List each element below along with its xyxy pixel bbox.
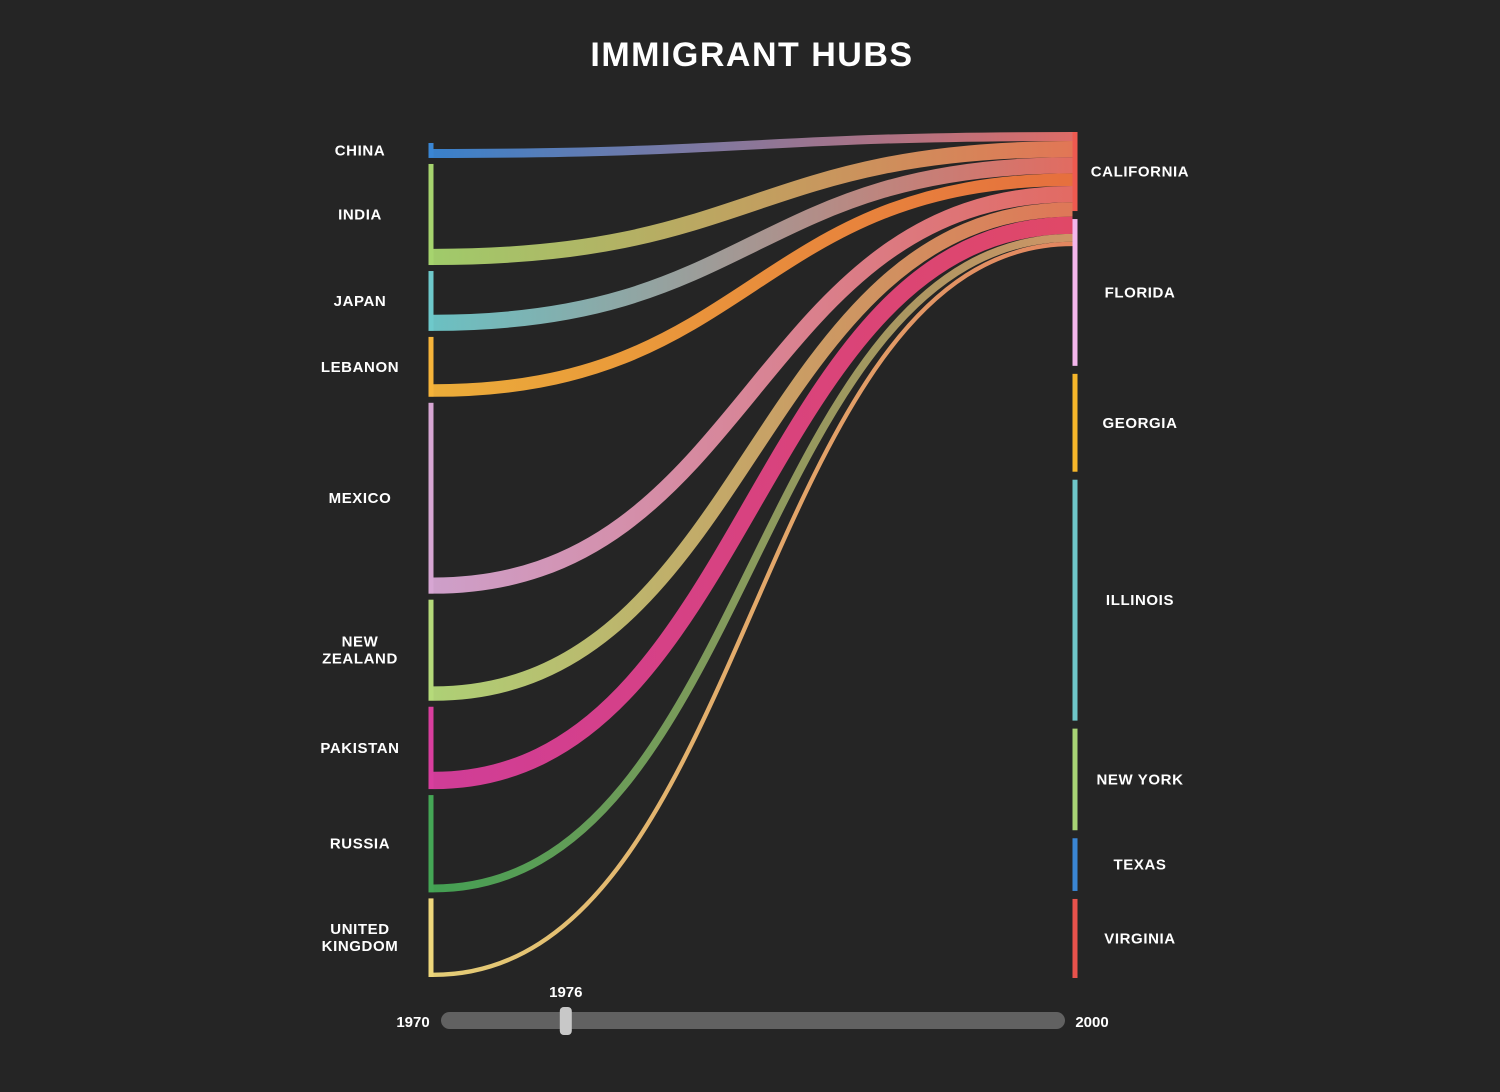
source-node-label-line: RUSSIA <box>330 836 390 853</box>
target-node-label-line: VIRGINIA <box>1104 930 1175 947</box>
target-node-label-new-york: NEW YORK <box>1096 771 1183 788</box>
flow-japan-to-california[interactable] <box>433 157 1073 331</box>
selected-year-label: 1976 <box>549 984 582 1001</box>
slider-handle[interactable] <box>559 1007 572 1035</box>
flows-layer <box>433 132 1073 977</box>
target-node-bar-illinois[interactable] <box>1072 479 1078 721</box>
flow-india-to-california[interactable] <box>433 141 1073 266</box>
flow-pakistan-to-california[interactable] <box>433 216 1073 790</box>
source-node-label-line: INDIA <box>338 207 382 224</box>
source-node-bar-russia[interactable] <box>428 795 434 893</box>
source-node-label-mexico: MEXICO <box>329 490 392 507</box>
target-node-label-illinois: ILLINOIS <box>1106 592 1174 609</box>
source-node-label-line: JAPAN <box>334 293 387 310</box>
source-node-label-lebanon: LEBANON <box>321 359 399 376</box>
source-node-label-india: INDIA <box>338 207 382 224</box>
source-node-label-new-zealand: NEW ZEALAND <box>322 634 398 668</box>
source-node-label-line: NEW <box>342 634 379 651</box>
source-nodes: CHINA INDIA JAPAN LEBANON MEXICO NEW ZEALAND PA… <box>320 142 434 977</box>
source-node-label-china: CHINA <box>335 142 386 159</box>
target-node-label-florida: FLORIDA <box>1105 284 1176 301</box>
chart-title: IMMIGRANT HUBS <box>590 36 913 74</box>
target-node-label-line: ILLINOIS <box>1106 592 1174 609</box>
target-node-label-line: NEW YORK <box>1096 771 1183 788</box>
target-node-bar-new-york[interactable] <box>1072 728 1078 831</box>
year-end-label: 2000 <box>1075 1014 1108 1031</box>
target-node-label-line: CALIFORNIA <box>1091 164 1190 181</box>
flow-russia-to-california[interactable] <box>433 233 1073 893</box>
source-node-label-line: LEBANON <box>321 359 399 376</box>
year-start-label: 1970 <box>396 1014 429 1031</box>
source-node-label-line: PAKISTAN <box>320 740 399 757</box>
source-node-bar-india[interactable] <box>428 163 434 266</box>
target-node-label-line: GEORGIA <box>1102 415 1177 432</box>
source-node-label-russia: RUSSIA <box>330 836 390 853</box>
source-node-bar-china[interactable] <box>428 143 434 158</box>
target-node-label-california: CALIFORNIA <box>1091 164 1190 181</box>
target-nodes: CALIFORNIA FLORIDA GEORGIA ILLINOIS NEW YORK… <box>1072 132 1190 978</box>
target-node-bar-california[interactable] <box>1072 132 1078 212</box>
source-node-label-japan: JAPAN <box>334 293 387 310</box>
source-node-label-united-kingdom: UNITED KINGDOM <box>322 921 399 955</box>
flow-lebanon-to-california[interactable] <box>433 173 1073 397</box>
target-node-label-virginia: VIRGINIA <box>1104 930 1175 947</box>
source-node-label-pakistan: PAKISTAN <box>320 740 399 757</box>
source-node-bar-pakistan[interactable] <box>428 706 434 790</box>
source-node-label-line: UNITED <box>330 921 389 938</box>
year-slider[interactable]: 1970 2000 1976 <box>396 984 1109 1035</box>
target-node-label-georgia: GEORGIA <box>1102 415 1177 432</box>
source-node-bar-japan[interactable] <box>428 271 434 331</box>
source-node-label-line: KINGDOM <box>322 938 399 955</box>
target-node-label-line: TEXAS <box>1113 857 1166 874</box>
slider-track[interactable] <box>441 1012 1065 1029</box>
target-node-bar-virginia[interactable] <box>1072 898 1078 978</box>
target-node-label-texas: TEXAS <box>1113 857 1166 874</box>
target-node-bar-florida[interactable] <box>1072 219 1078 366</box>
source-node-bar-united-kingdom[interactable] <box>428 898 434 977</box>
source-node-bar-new-zealand[interactable] <box>428 599 434 701</box>
flow-china-to-california[interactable] <box>433 132 1073 158</box>
flow-united-kingdom-to-california[interactable] <box>433 241 1073 977</box>
target-node-bar-georgia[interactable] <box>1072 373 1078 472</box>
target-node-bar-texas[interactable] <box>1072 838 1078 891</box>
source-node-bar-lebanon[interactable] <box>428 336 434 397</box>
flow-new-zealand-to-california[interactable] <box>433 202 1073 701</box>
target-node-label-line: FLORIDA <box>1105 284 1176 301</box>
source-node-label-line: ZEALAND <box>322 651 398 668</box>
flow-mexico-to-california[interactable] <box>433 186 1073 594</box>
source-node-bar-mexico[interactable] <box>428 402 434 594</box>
source-node-label-line: CHINA <box>335 142 386 159</box>
source-node-label-line: MEXICO <box>329 490 392 507</box>
